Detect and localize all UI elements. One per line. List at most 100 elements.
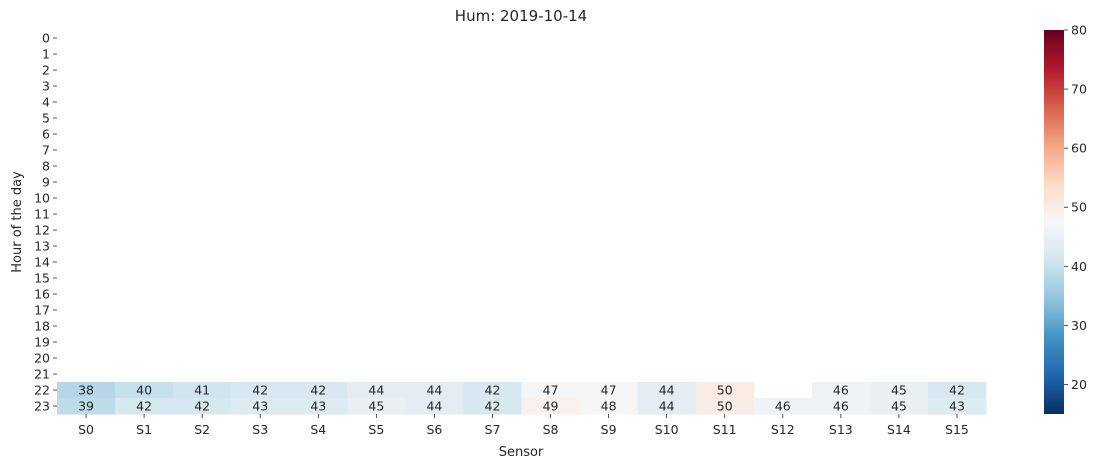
cell-label-S5-h23: 45 [368,399,384,414]
heatmap-cell-S0-h23 [57,398,116,415]
heatmap-cell-S11-h22 [695,382,755,399]
cell-label-S10-h23: 44 [659,399,675,414]
heatmap-cell-S11-h23 [695,398,755,415]
colorbar-tick-label-80: 80 [1071,23,1087,38]
colorbar-tick-label-40: 40 [1071,259,1087,274]
heatmap-cell-S10-h22 [637,382,697,399]
heatmap-cell-S1-h22 [115,382,174,399]
y-tick-label-3: 3 [42,79,50,94]
y-tick-label-17: 17 [34,303,50,318]
x-tick-label-S10: S10 [655,422,679,437]
heatmap-cell-S14-h23 [869,398,929,415]
colorbar-tick-label-30: 30 [1071,318,1087,333]
x-tick-label-S0: S0 [78,422,94,437]
cell-label-S3-h23: 43 [252,399,268,414]
x-tick-label-S9: S9 [601,422,617,437]
y-tick-label-4: 4 [42,95,50,110]
cell-label-S14-h23: 45 [891,399,907,414]
y-tick-label-10: 10 [34,191,50,206]
y-tick-label-2: 2 [42,63,50,78]
x-tick-label-S14: S14 [887,422,911,437]
cell-label-S7-h22: 42 [485,383,501,398]
x-tick-label-S7: S7 [485,422,501,437]
y-tick-label-14: 14 [34,255,50,270]
cell-label-S5-h22: 44 [368,383,384,398]
cell-label-S4-h23: 43 [310,399,326,414]
heatmap-cell-S15-h23 [927,398,987,415]
cell-label-S9-h22: 47 [601,383,617,398]
x-tick-label-S2: S2 [194,422,210,437]
heatmap-cell-S4-h23 [289,398,348,415]
x-axis-label: Sensor [499,445,544,460]
y-tick-label-11: 11 [34,207,50,222]
x-tick-label-S1: S1 [136,422,152,437]
heatmap-cell-S2-h22 [173,382,232,399]
x-tick-label-S6: S6 [426,422,442,437]
cell-label-S7-h23: 42 [485,399,501,414]
x-tick-label-S12: S12 [771,422,795,437]
colorbar: 20 30 40 50 60 70 80 [1044,23,1087,414]
colorbar-tick-label-60: 60 [1071,141,1087,156]
y-tick-label-20: 20 [34,351,50,366]
heatmap-cell-S5-h22 [347,382,406,399]
heatmap-cell-S9-h23 [579,398,639,415]
cell-label-S15-h23: 43 [949,399,965,414]
heatmap-cell-S6-h22 [405,382,464,399]
cell-label-S14-h22: 45 [891,383,907,398]
y-tick-label-7: 7 [42,143,50,158]
heatmap-cell-S12-h23 [753,398,813,415]
heatmap-cell-S9-h22 [579,382,639,399]
x-tick-label-S8: S8 [543,422,559,437]
cell-label-S8-h23: 49 [543,399,559,414]
y-tick-label-1: 1 [42,47,50,62]
heatmap-cell-S13-h22 [811,382,871,399]
heatmap-cell-S2-h23 [173,398,232,415]
heatmap-cell-S3-h22 [231,382,290,399]
cell-label-S8-h22: 47 [543,383,559,398]
heatmap-cell-S5-h23 [347,398,406,415]
x-tick-label-S4: S4 [310,422,326,437]
x-tick-label-S5: S5 [368,422,384,437]
cell-label-S4-h22: 42 [310,383,326,398]
cell-label-S6-h22: 44 [426,383,442,398]
y-tick-label-23: 23 [34,399,50,414]
x-tick-label-S3: S3 [252,422,268,437]
cell-label-S13-h22: 46 [833,383,849,398]
cell-label-S6-h23: 44 [426,399,442,414]
cell-label-S13-h23: 46 [833,399,849,414]
cell-label-S1-h22: 40 [136,383,152,398]
cell-label-S3-h22: 42 [252,383,268,398]
colorbar-tick-label-20: 20 [1071,377,1087,392]
y-tick-label-6: 6 [42,127,50,142]
cell-label-S11-h22: 50 [717,383,733,398]
cell-label-S1-h23: 42 [136,399,152,414]
cell-label-S9-h23: 48 [601,399,617,414]
heatmap-cell-S14-h22 [869,382,929,399]
heatmap-cell-S0-h22 [57,382,116,399]
colorbar-gradient [1044,30,1064,414]
heatmap-cell-S3-h23 [231,398,290,415]
cell-label-S12-h23: 46 [775,399,791,414]
colorbar-tick-label-50: 50 [1071,200,1087,215]
heatmap-cell-S15-h22 [927,382,987,399]
heatmap-cell-S10-h23 [637,398,697,415]
heatmap-cells [57,382,987,415]
heatmap-cell-S7-h23 [463,398,522,415]
chart-title: Hum: 2019-10-14 [455,7,587,25]
y-tick-label-16: 16 [34,287,50,302]
y-tick-label-18: 18 [34,319,50,334]
cell-label-S15-h22: 42 [949,383,965,398]
heatmap-cell-S8-h22 [521,382,581,399]
y-tick-label-19: 19 [34,335,50,350]
cell-label-S0-h22: 38 [78,383,94,398]
heatmap-cell-S8-h23 [521,398,581,415]
y-tick-label-5: 5 [42,111,50,126]
cell-label-S0-h23: 39 [78,399,94,414]
heatmap-cell-S4-h22 [289,382,348,399]
cell-label-S2-h22: 41 [194,383,210,398]
y-tick-label-8: 8 [42,159,50,174]
y-tick-label-9: 9 [42,175,50,190]
x-axis-ticks: S0 S1 S2 S3 S4 S5 S6 S7 S8 S9 S10 S11 S12 S13 S14 S15 [78,414,969,437]
